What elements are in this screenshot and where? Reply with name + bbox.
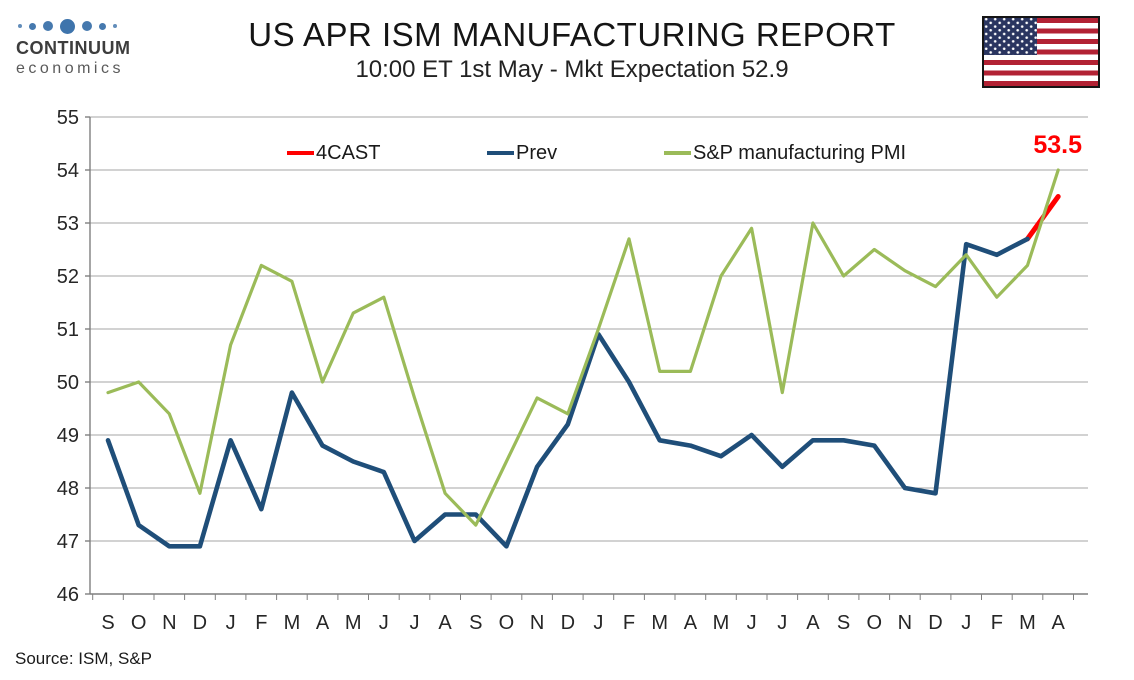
- x-tick-label: J: [961, 612, 971, 634]
- x-tick-label: J: [593, 612, 603, 634]
- forecast-value-annotation: 53.5: [1033, 131, 1082, 159]
- source-note: Source: ISM, S&P: [15, 649, 152, 668]
- y-tick-label: 52: [57, 266, 79, 288]
- x-tick-label: M: [713, 612, 730, 634]
- logo-sub-text: economics: [16, 59, 124, 77]
- x-tick-label: O: [867, 612, 883, 634]
- legend-swatch-pmi: [664, 150, 691, 156]
- legend-item-4cast: 4CAST: [287, 141, 380, 165]
- x-tick-label: N: [530, 612, 544, 634]
- x-tick-label: F: [623, 612, 635, 634]
- x-tick-label: A: [1052, 612, 1066, 634]
- header: US APR ISM MANUFACTURING REPORT 10:00 ET…: [150, 16, 994, 84]
- y-tick-label: 54: [57, 160, 79, 182]
- x-tick-label: J: [777, 612, 787, 634]
- y-tick-label: 47: [57, 531, 79, 553]
- x-tick-label: D: [928, 612, 942, 634]
- y-tick-label: 55: [57, 107, 79, 129]
- x-tick-label: S: [101, 612, 114, 634]
- x-tick-label: J: [410, 612, 420, 634]
- legend-item-pmi: S&P manufacturing PMI: [664, 141, 906, 165]
- legend-label-prev: Prev: [516, 141, 558, 164]
- x-tick-label: M: [651, 612, 668, 634]
- x-tick-label: O: [131, 612, 147, 634]
- legend-swatch-prev: [487, 150, 514, 156]
- x-tick-label: J: [226, 612, 236, 634]
- series-s-p-manufacturing-pmi: [106, 168, 1060, 527]
- x-tick-label: F: [991, 612, 1003, 634]
- x-tick-label: A: [316, 612, 330, 634]
- series-prev: [105, 236, 1030, 549]
- page-title: US APR ISM MANUFACTURING REPORT: [248, 16, 896, 53]
- x-tick-label: O: [499, 612, 515, 634]
- x-tick-label: F: [255, 612, 267, 634]
- legend-item-prev: Prev: [487, 141, 557, 165]
- x-tick-label: A: [438, 612, 452, 634]
- x-tick-label: A: [684, 612, 698, 634]
- y-tick-label: 49: [57, 425, 79, 447]
- x-tick-label: M: [345, 612, 362, 634]
- x-tick-label: M: [1019, 612, 1036, 634]
- continuum-economics-logo: CONTINUUM economics: [16, 16, 166, 78]
- legend-label-4cast: 4CAST: [316, 141, 381, 164]
- x-tick-label: N: [162, 612, 176, 634]
- x-tick-label: D: [193, 612, 207, 634]
- x-tick-label: D: [561, 612, 575, 634]
- legend-label-pmi: S&P manufacturing PMI: [693, 141, 907, 164]
- x-tick-label: M: [284, 612, 301, 634]
- legend-swatch-4cast: [287, 150, 314, 156]
- logo-dots-icon: [18, 16, 166, 36]
- us-flag-canton: [984, 18, 1037, 55]
- y-tick-label: 53: [57, 213, 79, 235]
- us-flag-icon: [982, 16, 1100, 88]
- x-tick-label: A: [806, 612, 820, 634]
- y-tick-label: 51: [57, 319, 79, 341]
- x-tick-label: S: [469, 612, 482, 634]
- logo-brand-text: CONTINUUM: [16, 38, 131, 58]
- y-tick-label: 46: [57, 584, 79, 606]
- x-tick-label: J: [747, 612, 757, 634]
- y-tick-label: 48: [57, 478, 79, 500]
- y-tick-label: 50: [57, 372, 79, 394]
- x-tick-label: S: [837, 612, 850, 634]
- page-subtitle: 10:00 ET 1st May - Mkt Expectation 52.9: [355, 56, 789, 83]
- x-tick-label: J: [379, 612, 389, 634]
- x-tick-label: N: [898, 612, 912, 634]
